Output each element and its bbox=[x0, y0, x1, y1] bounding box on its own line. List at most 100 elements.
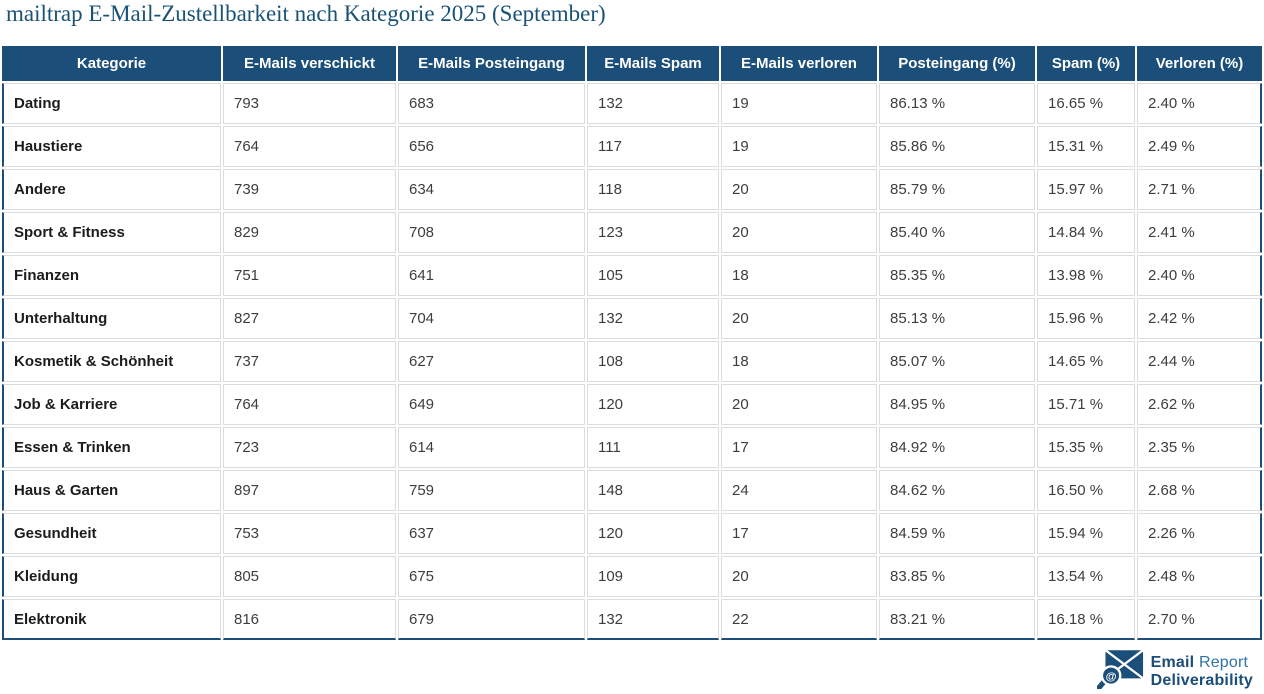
value-cell: 120 bbox=[587, 384, 719, 425]
value-cell: 829 bbox=[223, 212, 396, 253]
value-cell: 764 bbox=[223, 384, 396, 425]
value-cell: 111 bbox=[587, 427, 719, 468]
value-cell: 764 bbox=[223, 126, 396, 167]
category-cell: Gesundheit bbox=[2, 513, 221, 554]
value-cell: 15.35 % bbox=[1037, 427, 1135, 468]
value-cell: 641 bbox=[398, 255, 585, 296]
value-cell: 897 bbox=[223, 470, 396, 511]
value-cell: 14.84 % bbox=[1037, 212, 1135, 253]
category-cell: Sport & Fitness bbox=[2, 212, 221, 253]
table-row: Gesundheit 753 637 120 17 84.59 % 15.94 % 2.26 … bbox=[2, 513, 1262, 554]
category-cell: Finanzen bbox=[2, 255, 221, 296]
value-cell: 739 bbox=[223, 169, 396, 210]
table-row: Dating 793 683 132 19 86.13 % 16.65 % 2.40 % bbox=[2, 83, 1262, 124]
value-cell: 109 bbox=[587, 556, 719, 597]
value-cell: 827 bbox=[223, 298, 396, 339]
value-cell: 2.49 % bbox=[1137, 126, 1262, 167]
value-cell: 85.40 % bbox=[879, 212, 1035, 253]
value-cell: 108 bbox=[587, 341, 719, 382]
value-cell: 85.35 % bbox=[879, 255, 1035, 296]
category-cell: Dating bbox=[2, 83, 221, 124]
value-cell: 634 bbox=[398, 169, 585, 210]
value-cell: 816 bbox=[223, 599, 396, 640]
value-cell: 15.94 % bbox=[1037, 513, 1135, 554]
column-header: E-Mails verloren bbox=[721, 46, 877, 81]
category-cell: Andere bbox=[2, 169, 221, 210]
value-cell: 2.48 % bbox=[1137, 556, 1262, 597]
value-cell: 118 bbox=[587, 169, 719, 210]
value-cell: 120 bbox=[587, 513, 719, 554]
value-cell: 85.07 % bbox=[879, 341, 1035, 382]
value-cell: 84.92 % bbox=[879, 427, 1035, 468]
value-cell: 20 bbox=[721, 298, 877, 339]
value-cell: 148 bbox=[587, 470, 719, 511]
column-header: Spam (%) bbox=[1037, 46, 1135, 81]
value-cell: 19 bbox=[721, 126, 877, 167]
value-cell: 20 bbox=[721, 556, 877, 597]
header-row: Kategorie E-Mails verschickt E-Mails Poste… bbox=[2, 46, 1262, 81]
svg-text:@: @ bbox=[1105, 671, 1116, 683]
table-row: Finanzen 751 641 105 18 85.35 % 13.98 % 2.40 % bbox=[2, 255, 1262, 296]
table-row: Unterhaltung 827 704 132 20 85.13 % 15.96 % 2.4… bbox=[2, 298, 1262, 339]
value-cell: 2.71 % bbox=[1137, 169, 1262, 210]
table-row: Kosmetik & Schönheit 737 627 108 18 85.07 % 14… bbox=[2, 341, 1262, 382]
value-cell: 132 bbox=[587, 298, 719, 339]
value-cell: 675 bbox=[398, 556, 585, 597]
value-cell: 84.95 % bbox=[879, 384, 1035, 425]
value-cell: 117 bbox=[587, 126, 719, 167]
table-row: Sport & Fitness 829 708 123 20 85.40 % 14.84 %… bbox=[2, 212, 1262, 253]
deliverability-table: Kategorie E-Mails verschickt E-Mails Poste… bbox=[0, 44, 1264, 642]
category-cell: Kleidung bbox=[2, 556, 221, 597]
value-cell: 2.42 % bbox=[1137, 298, 1262, 339]
value-cell: 708 bbox=[398, 212, 585, 253]
value-cell: 17 bbox=[721, 513, 877, 554]
value-cell: 14.65 % bbox=[1037, 341, 1135, 382]
value-cell: 759 bbox=[398, 470, 585, 511]
table-row: Haus & Garten 897 759 148 24 84.62 % 16.50 % 2.… bbox=[2, 470, 1262, 511]
value-cell: 649 bbox=[398, 384, 585, 425]
value-cell: 84.59 % bbox=[879, 513, 1035, 554]
value-cell: 614 bbox=[398, 427, 585, 468]
column-header: E-Mails Spam bbox=[587, 46, 719, 81]
brand-line1-strong: Email bbox=[1150, 653, 1195, 671]
category-cell: Haustiere bbox=[2, 126, 221, 167]
value-cell: 85.86 % bbox=[879, 126, 1035, 167]
value-cell: 683 bbox=[398, 83, 585, 124]
value-cell: 2.68 % bbox=[1137, 470, 1262, 511]
category-cell: Elektronik bbox=[2, 599, 221, 640]
brand-logo: @ Email Report Deliverability bbox=[1095, 649, 1253, 694]
value-cell: 751 bbox=[223, 255, 396, 296]
value-cell: 793 bbox=[223, 83, 396, 124]
value-cell: 18 bbox=[721, 341, 877, 382]
category-cell: Unterhaltung bbox=[2, 298, 221, 339]
envelope-at-magnifier-icon: @ bbox=[1095, 649, 1144, 694]
value-cell: 753 bbox=[223, 513, 396, 554]
value-cell: 105 bbox=[587, 255, 719, 296]
value-cell: 19 bbox=[721, 83, 877, 124]
value-cell: 24 bbox=[721, 470, 877, 511]
value-cell: 16.65 % bbox=[1037, 83, 1135, 124]
value-cell: 15.71 % bbox=[1037, 384, 1135, 425]
category-cell: Haus & Garten bbox=[2, 470, 221, 511]
value-cell: 86.13 % bbox=[879, 83, 1035, 124]
value-cell: 737 bbox=[223, 341, 396, 382]
value-cell: 16.18 % bbox=[1037, 599, 1135, 640]
value-cell: 2.40 % bbox=[1137, 255, 1262, 296]
value-cell: 13.54 % bbox=[1037, 556, 1135, 597]
value-cell: 656 bbox=[398, 126, 585, 167]
column-header: E-Mails Posteingang bbox=[398, 46, 585, 81]
page-title: mailtrap E-Mail-Zustellbarkeit nach Kate… bbox=[6, 1, 606, 26]
value-cell: 679 bbox=[398, 599, 585, 640]
table-body: Dating 793 683 132 19 86.13 % 16.65 % 2.40 % Hau… bbox=[2, 83, 1262, 640]
value-cell: 17 bbox=[721, 427, 877, 468]
category-cell: Kosmetik & Schönheit bbox=[2, 341, 221, 382]
column-header: Posteingang (%) bbox=[879, 46, 1035, 81]
value-cell: 84.62 % bbox=[879, 470, 1035, 511]
value-cell: 20 bbox=[721, 169, 877, 210]
value-cell: 637 bbox=[398, 513, 585, 554]
value-cell: 132 bbox=[587, 599, 719, 640]
brand-line1-light: Report bbox=[1198, 653, 1249, 671]
value-cell: 2.70 % bbox=[1137, 599, 1262, 640]
table-row: Andere 739 634 118 20 85.79 % 15.97 % 2.71 % bbox=[2, 169, 1262, 210]
value-cell: 13.98 % bbox=[1037, 255, 1135, 296]
